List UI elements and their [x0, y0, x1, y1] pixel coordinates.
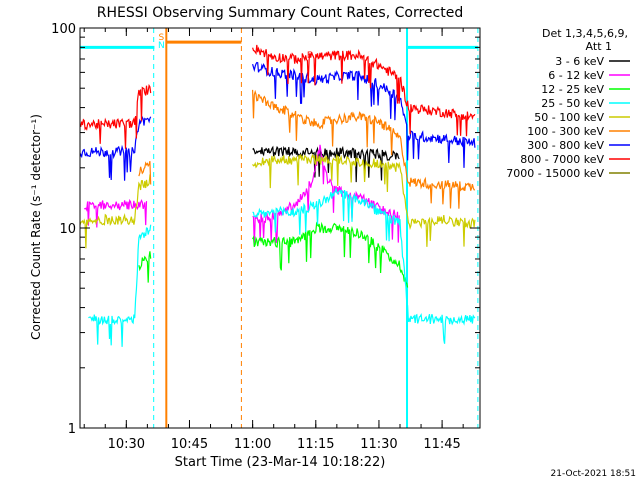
- legend-label-0: 3 - 6 keV: [555, 55, 604, 68]
- axes-layer: 10:30 10:45 11:00 11:15 11:30 11:45 1 10 100: [51, 22, 480, 452]
- series-trace-6-1: [252, 61, 476, 168]
- legend-label-6: 300 - 800 keV: [527, 139, 604, 152]
- series-trace-2-1: [252, 221, 409, 288]
- flag-n: N: [158, 41, 165, 51]
- series-trace-5-0: [138, 161, 152, 185]
- footer-date: 21-Oct-2021 18:51: [551, 469, 636, 479]
- legend-header-line-1: Det 1,3,4,5,6,9,: [542, 27, 628, 40]
- x-axis-label: Start Time (23-Mar-14 10:18:22): [175, 455, 386, 470]
- chart-title: RHESSI Observing Summary Count Rates, Co…: [97, 5, 463, 21]
- status-layer: [80, 40, 478, 49]
- y-axis-label: Corrected Count Rate (s⁻¹ detector⁻¹): [29, 114, 43, 340]
- flag-s: S: [159, 33, 165, 43]
- x-tick-label-1: 10:45: [171, 437, 208, 452]
- x-tick-label-5: 11:45: [423, 437, 460, 452]
- series-trace-4-0: [79, 173, 152, 249]
- y-tick-label-1: 10: [59, 222, 76, 237]
- flag-f: F: [307, 51, 312, 61]
- x-tick-label-4: 11:30: [360, 437, 397, 452]
- legend-label-3: 25 - 50 keV: [541, 97, 604, 110]
- legend-label-5: 100 - 300 keV: [527, 125, 604, 138]
- series-trace-4-1: [252, 153, 476, 247]
- y-tick-label-2: 100: [51, 22, 76, 37]
- legend-label-1: 6 - 12 keV: [548, 69, 604, 82]
- series-trace-2-0: [138, 251, 152, 283]
- y-tick-label-0: 1: [68, 422, 76, 437]
- x-tick-label-2: 11:00: [234, 437, 271, 452]
- series-trace-3-0: [88, 224, 152, 347]
- series-trace-3-1: [252, 188, 476, 344]
- series-trace-7-1: [252, 44, 476, 137]
- legend-label-7: 800 - 7000 keV: [520, 153, 604, 166]
- x-tick-label-0: 10:30: [108, 437, 145, 452]
- series-trace-5-1: [252, 89, 475, 209]
- legend-header-line-2: Att 1: [586, 40, 612, 53]
- x-tick-label-3: 11:15: [297, 437, 334, 452]
- series-trace-6-0: [79, 115, 152, 181]
- vertical-lines-layer: [153, 28, 479, 428]
- flags-layer: SN F: [158, 33, 312, 61]
- legend-label-4: 50 - 100 keV: [534, 111, 604, 124]
- legend-label-8: 7000 - 15000 keV: [506, 167, 604, 180]
- series-layer: [79, 44, 476, 347]
- legend-label-2: 12 - 25 keV: [541, 83, 604, 96]
- series-trace-7-0: [79, 83, 152, 149]
